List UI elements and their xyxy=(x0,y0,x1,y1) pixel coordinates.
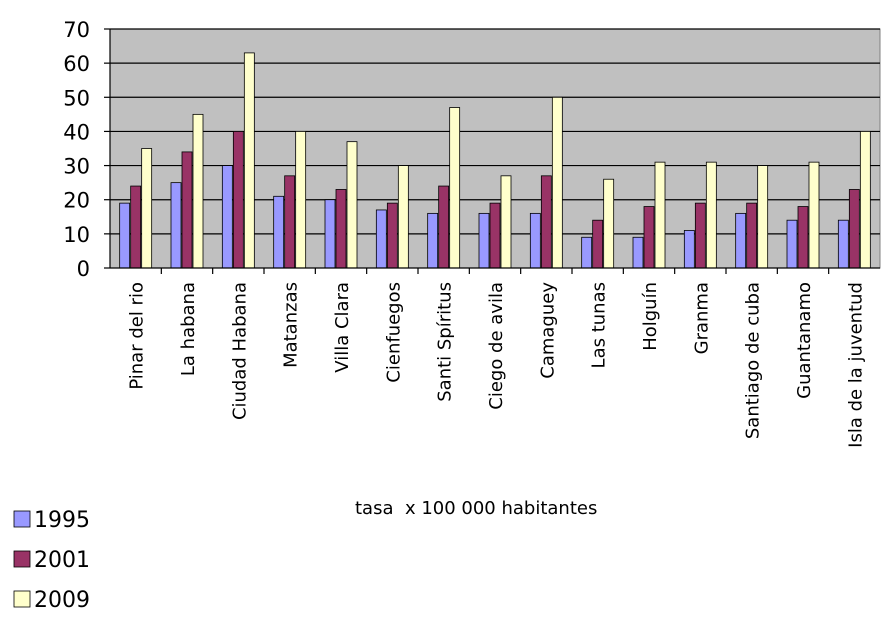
x-tick-label: Holguín xyxy=(640,282,661,351)
bar-2001 xyxy=(797,206,809,269)
bar-1995 xyxy=(478,212,490,269)
bar-2001 xyxy=(438,185,450,269)
x-tick-label: Villa Clara xyxy=(332,282,353,373)
x-tick-label: Santi Spíritus xyxy=(435,282,456,402)
bar-2009 xyxy=(757,165,769,269)
x-tick-label: Cienfuegos xyxy=(383,282,404,383)
bar-2001 xyxy=(284,175,296,269)
x-tick-label: Las tunas xyxy=(589,282,610,368)
bar-2001 xyxy=(694,202,706,269)
legend-swatch xyxy=(13,510,31,528)
y-tick-label: 70 xyxy=(63,18,90,42)
legend-label: 1995 xyxy=(34,508,90,533)
bar-1995 xyxy=(837,219,849,269)
bar-2001 xyxy=(335,189,347,269)
x-tick-label: Isla de la juventud xyxy=(845,282,866,448)
bar-2001 xyxy=(489,202,501,269)
bar-1995 xyxy=(735,212,747,269)
y-tick-label: 30 xyxy=(63,155,90,179)
legend-swatch xyxy=(13,550,31,568)
x-tick-label: Camaguey xyxy=(537,282,558,379)
x-tick-label: Ciego de avila xyxy=(486,282,507,410)
legend-label: 2001 xyxy=(34,548,90,573)
bar-2009 xyxy=(705,161,717,269)
x-tick-label: Matanzas xyxy=(281,282,302,368)
y-tick-label: 10 xyxy=(63,223,90,247)
bar-1995 xyxy=(683,230,695,269)
bar-1995 xyxy=(632,236,644,269)
x-tick-label: Pinar del rio xyxy=(127,282,148,390)
bar-2009 xyxy=(449,107,461,269)
bar-2001 xyxy=(386,202,398,269)
x-tick-label: La habana xyxy=(178,282,199,376)
bar-2001 xyxy=(848,189,860,269)
bar-2009 xyxy=(859,131,871,269)
bar-1995 xyxy=(786,219,798,269)
bar-2009 xyxy=(654,161,666,269)
y-tick-label: 40 xyxy=(63,120,90,144)
bar-2009 xyxy=(346,141,358,269)
x-tick-label: Guantanamo xyxy=(794,282,815,399)
bar-1995 xyxy=(529,212,541,269)
bar-1995 xyxy=(581,236,593,269)
legend-label: 2009 xyxy=(34,588,90,613)
bar-2009 xyxy=(808,161,820,269)
bar-1995 xyxy=(170,182,182,269)
bar-2009 xyxy=(500,175,512,269)
bar-2001 xyxy=(540,175,552,269)
bar-2001 xyxy=(643,206,655,269)
bar-2001 xyxy=(130,185,142,269)
bar-2009 xyxy=(243,52,255,269)
x-tick-label: Ciudad Habana xyxy=(229,282,250,420)
bar-2001 xyxy=(592,219,604,269)
bar-1995 xyxy=(324,199,336,269)
x-tick-label: Granma xyxy=(691,282,712,354)
y-tick-label: 0 xyxy=(77,257,90,281)
bar-1995 xyxy=(119,202,131,269)
bar-2009 xyxy=(603,178,615,269)
legend-swatch xyxy=(13,590,31,608)
bar-2001 xyxy=(232,131,244,269)
bar-2009 xyxy=(295,131,307,269)
x-axis-label: tasa x 100 000 habitantes xyxy=(355,498,597,519)
y-tick-label: 20 xyxy=(63,189,90,213)
x-tick-label: Santiago de cuba xyxy=(743,282,764,439)
bar-1995 xyxy=(221,165,233,269)
bar-2001 xyxy=(181,151,193,269)
bar-1995 xyxy=(273,195,285,269)
bar-1995 xyxy=(427,212,439,269)
bar-1995 xyxy=(375,209,387,269)
y-tick-label: 50 xyxy=(63,86,90,110)
bar-2001 xyxy=(746,202,758,269)
y-tick-label: 60 xyxy=(63,52,90,76)
bar-2009 xyxy=(141,148,153,269)
bar-2009 xyxy=(397,165,409,269)
bar-2009 xyxy=(551,96,563,269)
bar-2009 xyxy=(192,113,204,269)
